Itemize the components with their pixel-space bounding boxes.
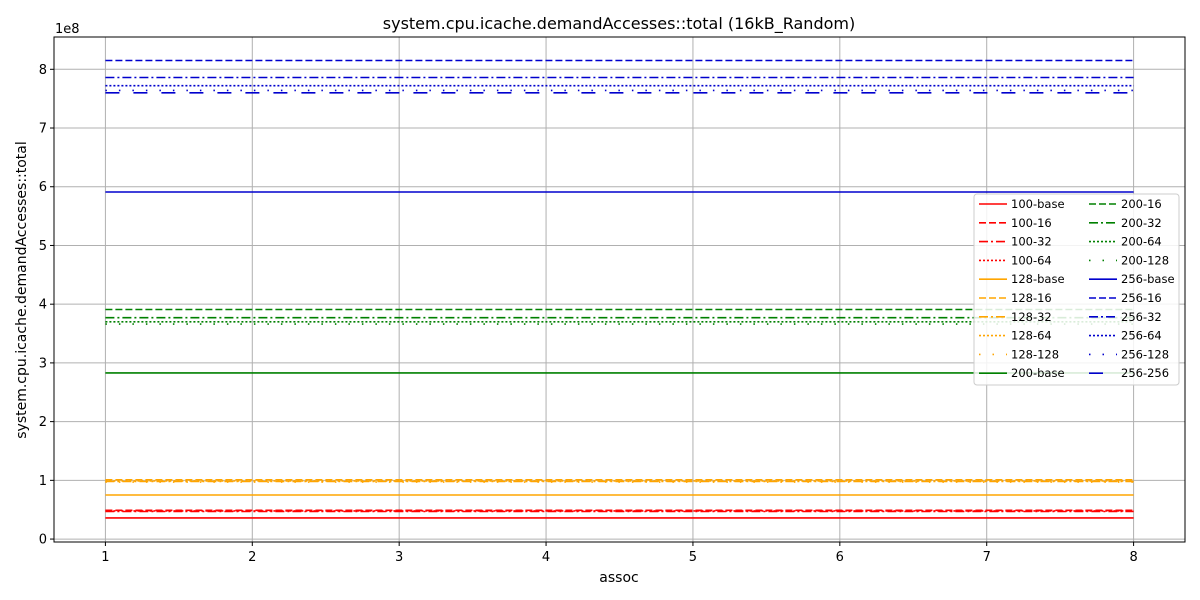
x-tick-label: 4 [542,550,550,565]
x-tick-label: 5 [689,550,697,565]
legend-label: 100-64 [1011,253,1052,267]
legend-label: 256-256 [1121,366,1169,380]
x-tick-label: 3 [395,550,403,565]
y-tick-label: 2 [39,415,47,430]
y-offset-label: 1e8 [55,22,80,37]
plot-frame [53,36,1186,543]
x-tick-label: 6 [836,550,844,565]
x-tick-label: 1 [101,550,109,565]
x-tick-label: 8 [1129,550,1137,565]
legend: 100-base 100-16 100-32 100-64 128-base 128-16… [973,193,1180,386]
legend-label: 100-base [1011,197,1065,211]
x-tick-label: 2 [248,550,256,565]
plot-lines [105,59,1134,519]
y-tick-label: 0 [39,533,47,548]
y-tick-label: 4 [39,298,47,313]
legend-label: 256-base [1121,272,1175,286]
x-tick-label: 7 [983,550,991,565]
y-tick-label: 7 [39,122,47,137]
y-tick-label: 5 [39,239,47,254]
legend-box [973,193,1180,386]
legend-label: 200-base [1011,366,1065,380]
legend-label: 256-32 [1121,310,1162,324]
legend-label: 200-128 [1121,253,1169,267]
y-tick-label: 6 [39,180,47,195]
legend-label: 200-16 [1121,197,1162,211]
legend-label: 128-base [1011,272,1065,286]
legend-label: 128-64 [1011,329,1052,343]
chart-title: system.cpu.icache.demandAccesses::total … [383,14,855,34]
x-axis-label: assoc [599,570,638,586]
axis-ticks: 1 2 3 4 5 6 7 8 0 1 2 3 4 5 6 7 8 [39,63,1138,565]
legend-label: 128-32 [1011,310,1052,324]
legend-label: 200-32 [1121,216,1162,230]
legend-label: 128-128 [1011,347,1059,361]
legend-label: 256-128 [1121,347,1169,361]
y-axis-label: system.cpu.icache.demandAccesses::total [14,141,30,439]
y-tick-label: 1 [39,474,47,489]
legend-label: 256-64 [1121,329,1162,343]
legend-label: 128-16 [1011,291,1052,305]
legend-label: 256-16 [1121,291,1162,305]
legend-label: 200-64 [1121,235,1162,249]
y-tick-label: 8 [39,63,47,78]
y-tick-label: 3 [39,356,47,371]
legend-label: 100-32 [1011,235,1052,249]
legend-label: 100-16 [1011,216,1052,230]
